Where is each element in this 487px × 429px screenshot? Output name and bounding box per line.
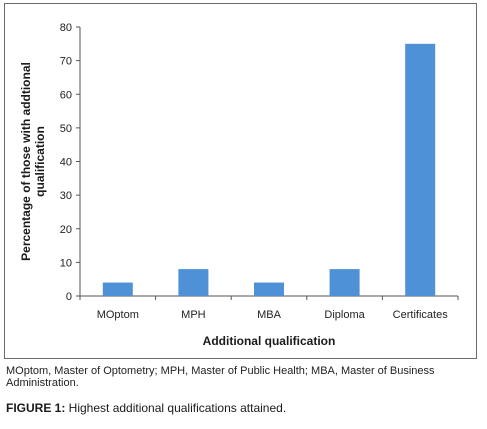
y-tick-label: 70 (60, 56, 72, 68)
x-tick-label: Certificates (393, 309, 449, 321)
figure-footnote: MOptom, Master of Optometry; MPH, Master… (6, 365, 435, 389)
y-tick-label: 20 (60, 224, 72, 236)
y-tick-label: 0 (66, 291, 72, 303)
figure-caption-label: FIGURE 1: (6, 401, 66, 415)
y-tick-label: 50 (60, 123, 72, 135)
bar-certificates (405, 43, 436, 296)
x-tick-label: MBA (257, 309, 282, 321)
x-tick-label: Diploma (324, 309, 365, 321)
bar-diploma (329, 269, 360, 296)
bar-chart: 0 10 20 30 40 50 60 70 80 MOptom MPH MBA Diploma Cert… (19, 22, 459, 348)
y-tick-label: 30 (60, 190, 72, 202)
figure-caption-text: Highest additional qualifications attain… (65, 401, 287, 415)
bar-mph (178, 269, 209, 296)
x-tick-label: MOptom (97, 309, 139, 321)
figure-caption: FIGURE 1: Highest additional qualificati… (6, 401, 476, 415)
bar-mba (254, 282, 284, 296)
x-axis-title: Additional qualification (203, 334, 336, 348)
y-tick-label: 80 (60, 22, 72, 34)
bar-moptom (102, 282, 133, 296)
x-tick-label: MPH (181, 309, 206, 321)
y-tick-label: 10 (60, 257, 72, 269)
chart-frame (4, 3, 477, 359)
y-tick-label: 40 (60, 157, 72, 169)
y-tick-label: 60 (60, 89, 72, 101)
y-axis-title: Percentage of those with addtionalqualif… (19, 62, 47, 261)
